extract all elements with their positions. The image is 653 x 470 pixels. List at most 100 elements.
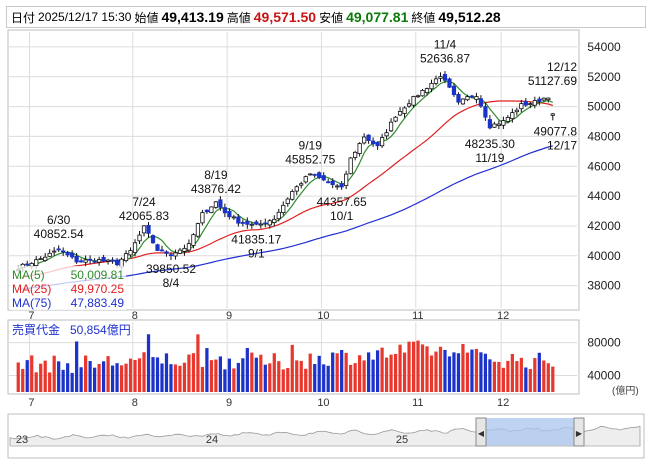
volume-bar (304, 368, 308, 392)
volume-bar (434, 351, 438, 392)
candle-body (47, 252, 52, 257)
candle-body (56, 248, 61, 251)
candle-body (74, 255, 79, 263)
volume-bar (340, 349, 344, 392)
volume-bar (389, 354, 393, 392)
volume-bar (223, 369, 227, 392)
price-y-axis: 38000 40000 42000 44000 46000 48000 50000 52000… (587, 40, 621, 293)
candle-body (213, 201, 218, 208)
volume-bar (542, 360, 546, 392)
volume-bar (519, 357, 523, 392)
candle-body (366, 134, 371, 141)
candle-body (231, 216, 236, 219)
volume-bar (191, 353, 196, 392)
candle-body (326, 181, 331, 184)
volume-bar (465, 352, 470, 392)
volume-bar (308, 353, 312, 392)
volume-bar (106, 356, 110, 392)
navigator-right-handle[interactable] (573, 417, 585, 447)
candle-body (276, 211, 281, 220)
close-value: 49,512.28 (438, 9, 501, 25)
candle-body (344, 173, 349, 187)
volume-bar (52, 355, 56, 392)
volume-bar (393, 353, 398, 392)
ma75-value: 47,883.49 (71, 296, 125, 310)
volume-bar (142, 352, 146, 392)
low-value: 49,077.81 (346, 9, 409, 25)
candle-body (240, 222, 245, 224)
ma25-value: 49,970.25 (71, 282, 125, 296)
candle-body (177, 249, 183, 254)
volume-bar (483, 353, 488, 392)
candle-body (272, 218, 277, 224)
volume-bar (510, 353, 514, 392)
volume-bar (443, 349, 447, 392)
volume-bar (398, 344, 402, 392)
annotation-date: 10/1 (330, 209, 354, 223)
volume-bar (384, 357, 389, 392)
candle-body (523, 100, 528, 106)
candle-body (379, 137, 385, 147)
candle-body (141, 225, 147, 234)
volume-bar (160, 363, 164, 392)
volume-bar (137, 358, 142, 392)
volume-bar (227, 358, 231, 392)
volume-bar (425, 346, 429, 392)
ma-legend-box (10, 266, 126, 310)
volume-bar (366, 352, 371, 392)
candle-body (70, 252, 75, 258)
candle-body (442, 74, 448, 81)
candle-body (456, 94, 461, 103)
candle-body (321, 175, 326, 181)
volume-month-label: 12 (497, 397, 509, 409)
candle-body (420, 90, 425, 97)
navigator-year-label: 23 (16, 434, 28, 446)
volume-bar (533, 358, 537, 392)
candle-body (119, 258, 124, 268)
candle-body (132, 242, 138, 254)
candle-body (96, 259, 102, 263)
volume-bar (39, 363, 43, 392)
volume-bar (497, 361, 501, 392)
volume-bar (317, 355, 321, 392)
volume-bar (420, 344, 425, 392)
volume-bar (371, 359, 375, 392)
open-value: 49,413.19 (161, 9, 224, 25)
volume-month-label: 7 (28, 397, 34, 409)
volume-bar (551, 366, 555, 392)
volume-bar (133, 359, 137, 392)
navigator-left-handle[interactable] (475, 417, 487, 447)
candle-body (222, 207, 227, 214)
volume-bar (515, 361, 519, 392)
volume-bar (92, 367, 97, 392)
candle-body (200, 212, 205, 224)
price-month-label: 10 (317, 310, 329, 322)
candle-body (348, 157, 353, 175)
volume-bar (200, 366, 205, 392)
candle-body (546, 97, 551, 101)
candle-body (227, 210, 232, 218)
ohlc-header: 日付 2025/12/17 15:30 始値 49,413.19 高値 49,5… (6, 6, 646, 28)
volume-bar (358, 355, 362, 392)
volume-bar (209, 360, 214, 392)
candle-body (164, 251, 169, 254)
annotation-date: 9/1 (248, 246, 265, 260)
volume-bar (236, 362, 240, 392)
candle-body (173, 252, 178, 257)
volume-bar (245, 347, 249, 392)
volume-bar (268, 363, 272, 392)
navigator-selection (484, 418, 574, 446)
annotation-price: 44357.65 (317, 195, 367, 209)
volume-bar (66, 363, 70, 392)
volume-bar (281, 369, 285, 392)
candle-body (451, 85, 457, 96)
volume-bar (546, 363, 550, 392)
candle-body (254, 221, 259, 225)
volume-bar (182, 362, 187, 392)
volume-bar (380, 347, 384, 392)
date-label: 日付 (11, 10, 36, 25)
candle-body (168, 254, 174, 257)
price-y-tick: 50000 (587, 100, 621, 114)
volume-bar (146, 334, 151, 392)
